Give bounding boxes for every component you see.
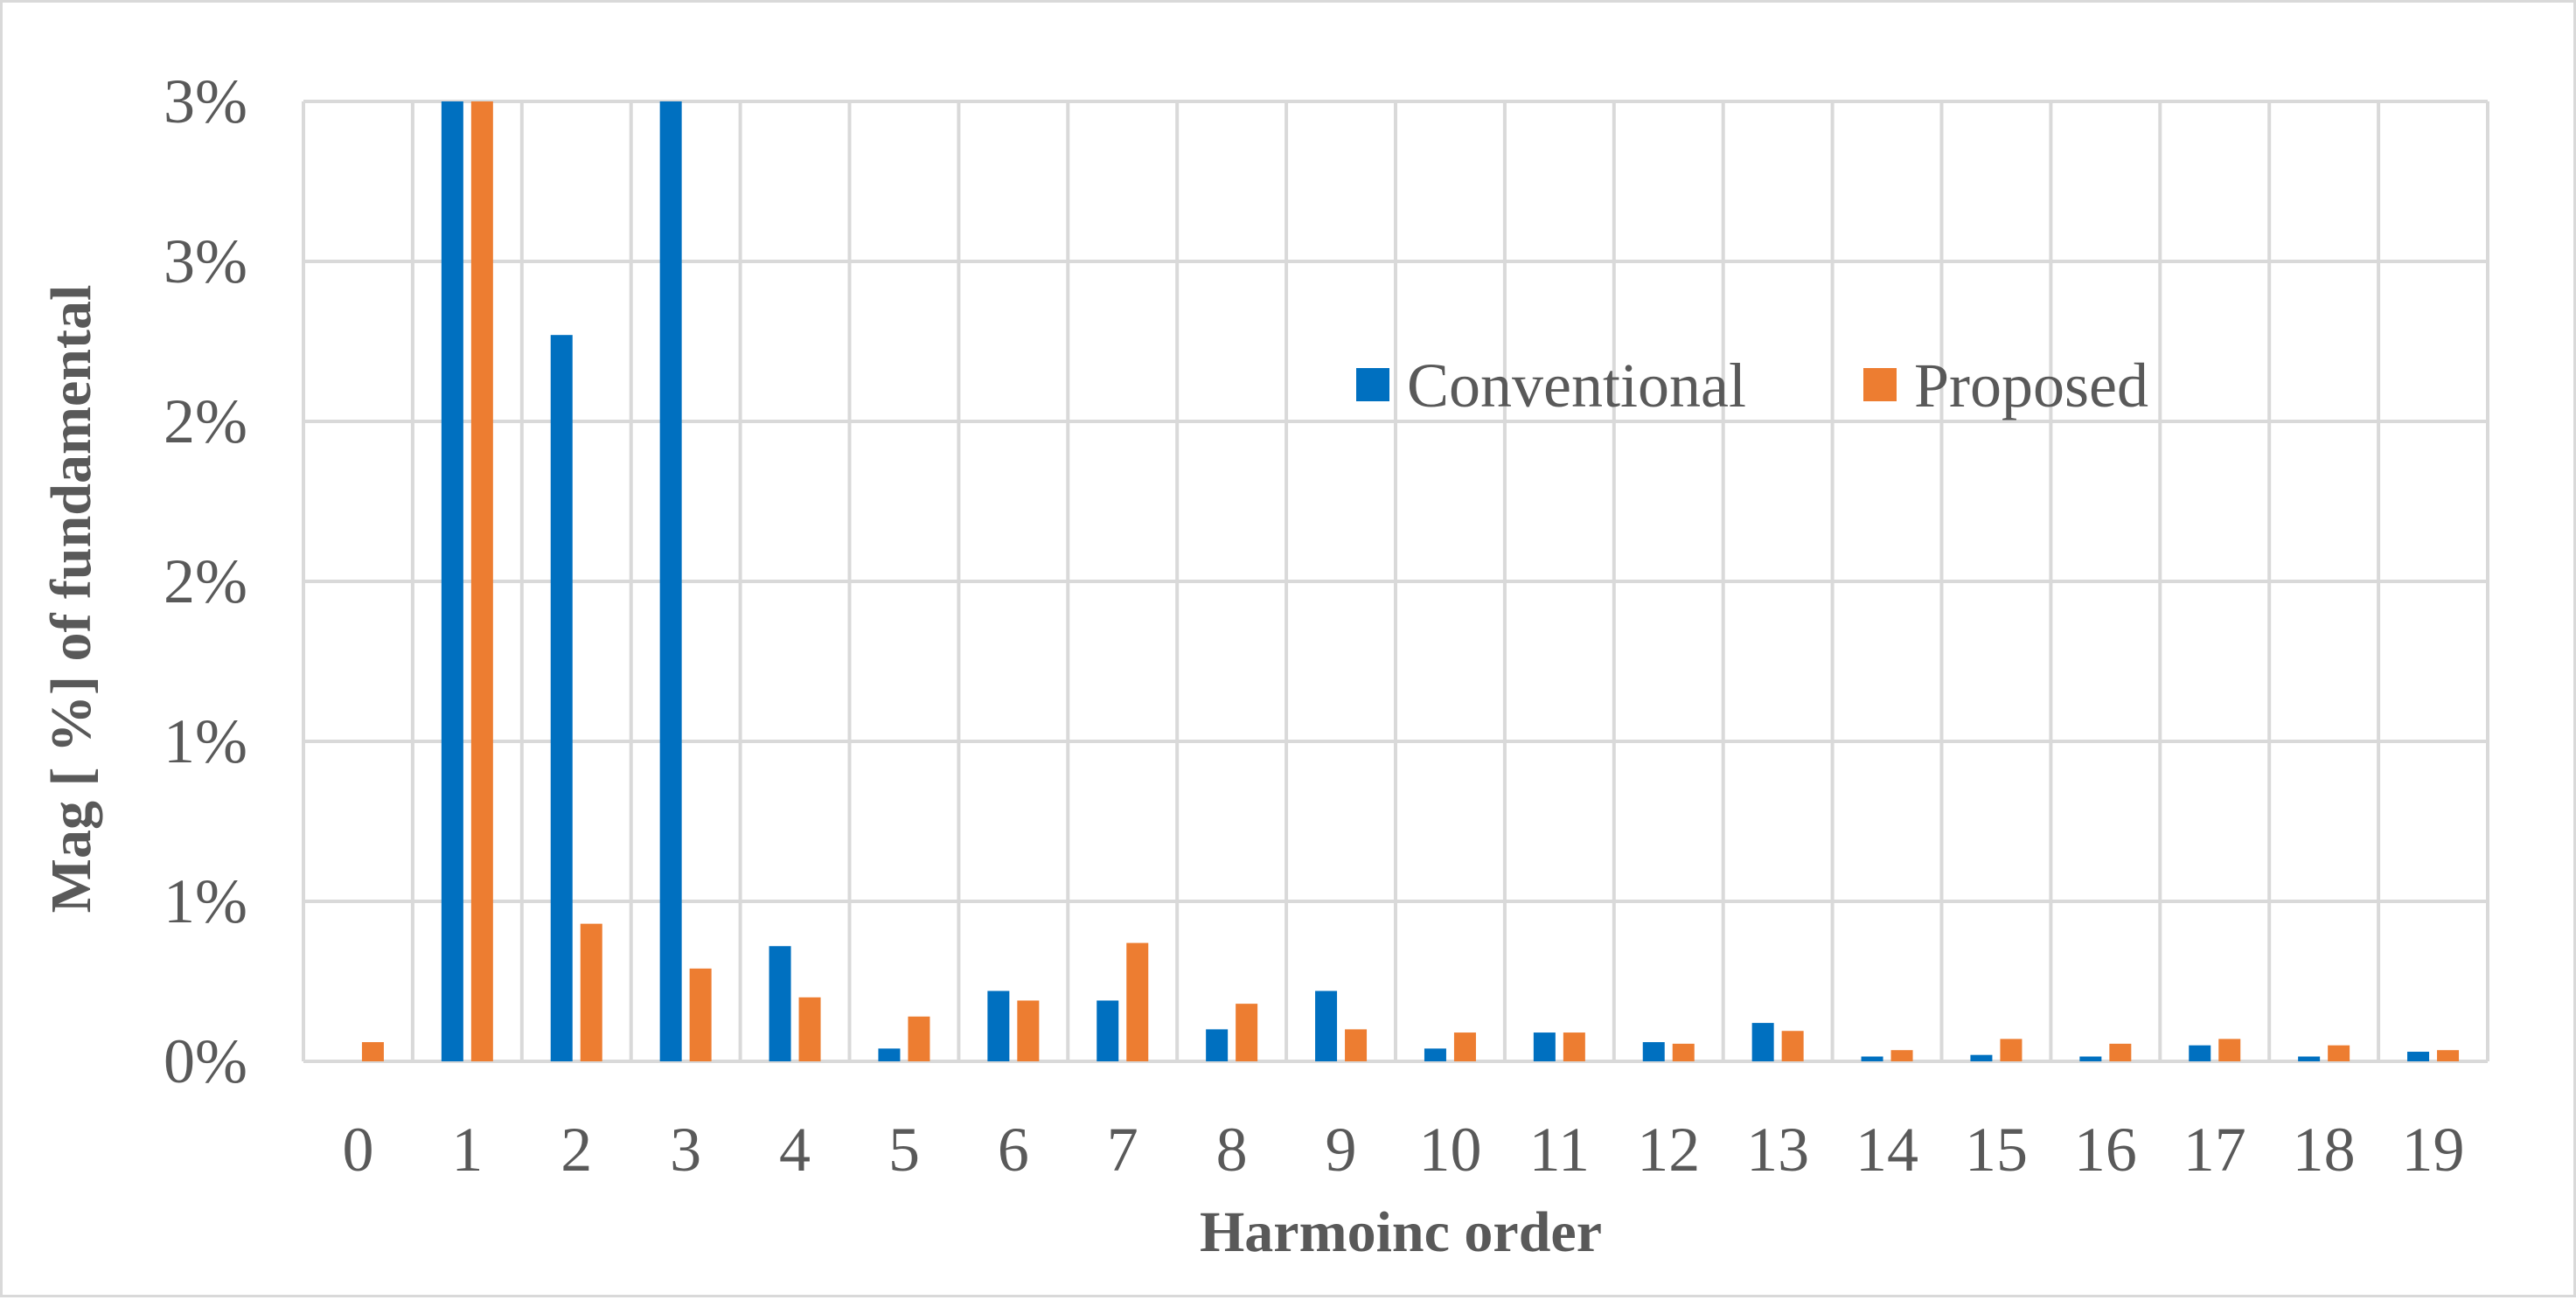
x-tick-label-14: 14: [1855, 1115, 1918, 1185]
y-tick-label: 2%: [164, 386, 247, 456]
x-tick-label-6: 6: [998, 1115, 1029, 1185]
bar-conventional-18: [2298, 1056, 2321, 1061]
bar-proposed-7: [1126, 942, 1149, 1061]
bar-conventional-11: [1533, 1032, 1556, 1061]
y-tick-label: 1%: [164, 866, 247, 936]
bar-conventional-19: [2407, 1052, 2430, 1061]
legend-label-proposed: Proposed: [1914, 351, 2148, 421]
bar-conventional-8: [1206, 1029, 1229, 1061]
x-tick-label-17: 17: [2183, 1115, 2246, 1185]
bar-proposed-17: [2218, 1039, 2241, 1061]
x-axis-title: Harmoinc order: [1200, 1200, 1602, 1264]
x-tick-label-0: 0: [342, 1115, 373, 1185]
x-tick-label-8: 8: [1216, 1115, 1248, 1185]
legend-label-conventional: Conventional: [1407, 351, 1746, 421]
x-tick-label-4: 4: [779, 1115, 811, 1185]
bar-proposed-12: [1672, 1043, 1695, 1061]
bar-proposed-1: [470, 101, 493, 1061]
bar-proposed-2: [580, 923, 602, 1061]
x-tick-label-11: 11: [1529, 1115, 1590, 1185]
bar-proposed-11: [1563, 1032, 1585, 1061]
y-tick-label: 0%: [164, 1026, 247, 1096]
grid-lines: [302, 100, 2489, 1063]
bar-conventional-17: [2189, 1045, 2211, 1061]
bar-conventional-16: [2079, 1056, 2102, 1061]
y-tick-label: 1%: [164, 706, 247, 776]
bar-conventional-1: [441, 101, 463, 1061]
x-tick-label-19: 19: [2402, 1115, 2465, 1185]
x-tick-label-2: 2: [560, 1115, 592, 1185]
y-tick-label: 2%: [164, 546, 247, 616]
x-tick-labels: 0 1 2 3 4 5 6 7 8 9 10 11 12 13 14 15 16 17 18 19: [342, 1115, 2464, 1185]
bar-conventional-7: [1097, 1000, 1119, 1061]
bar-proposed-6: [1017, 1000, 1040, 1061]
bar-conventional-6: [987, 991, 1010, 1061]
bar-conventional-13: [1751, 1023, 1774, 1061]
bar-conventional-14: [1861, 1056, 1883, 1061]
x-tick-label-1: 1: [451, 1115, 483, 1185]
x-tick-label-16: 16: [2074, 1115, 2137, 1185]
y-tick-label: 3%: [164, 66, 247, 136]
x-tick-label-3: 3: [670, 1115, 701, 1185]
bar-proposed-3: [689, 968, 712, 1061]
bar-conventional-9: [1315, 991, 1338, 1061]
y-axis-title: Mag [ %] of fundamental: [39, 285, 103, 914]
bar-conventional-5: [878, 1048, 901, 1061]
bar-chart: 0%1%1%2%2%3%3% 0 1 2 3 4 5 6 7 8 9 10 11 12 13 14 15 16 1…: [39, 66, 2489, 1264]
legend: Conventional Proposed: [1356, 351, 2148, 421]
bar-conventional-12: [1642, 1042, 1665, 1061]
bar-proposed-14: [1890, 1050, 1913, 1061]
legend-swatch-proposed: [1863, 368, 1897, 401]
bar-proposed-5: [908, 1016, 930, 1061]
bars: [361, 101, 2460, 1061]
y-tick-labels: 0% 1% 1% 2% 2% 3% 3%: [164, 66, 247, 1096]
y-tick-label: 3%: [164, 226, 247, 296]
bar-conventional-10: [1424, 1048, 1446, 1061]
x-tick-label-9: 9: [1326, 1115, 1357, 1185]
bar-conventional-3: [659, 101, 682, 1061]
bar-proposed-0: [361, 1042, 384, 1061]
bar-proposed-9: [1345, 1029, 1368, 1061]
bar-proposed-13: [1781, 1031, 1804, 1061]
bar-proposed-18: [2328, 1045, 2350, 1061]
bar-conventional-4: [769, 946, 791, 1061]
bar-conventional-2: [550, 335, 573, 1061]
x-tick-label-15: 15: [1965, 1115, 2028, 1185]
bar-proposed-4: [798, 997, 821, 1061]
x-tick-label-13: 13: [1746, 1115, 1809, 1185]
x-tick-label-12: 12: [1637, 1115, 1700, 1185]
x-tick-label-5: 5: [888, 1115, 920, 1185]
bar-proposed-19: [2437, 1050, 2460, 1061]
bar-proposed-16: [2109, 1043, 2132, 1061]
bar-conventional-15: [1970, 1054, 1993, 1061]
bar-proposed-15: [2000, 1039, 2023, 1061]
x-tick-label-7: 7: [1107, 1115, 1138, 1185]
legend-swatch-conventional: [1356, 368, 1389, 401]
bar-proposed-8: [1236, 1004, 1258, 1061]
x-tick-label-10: 10: [1418, 1115, 1481, 1185]
bar-proposed-10: [1453, 1032, 1476, 1061]
x-tick-label-18: 18: [2293, 1115, 2356, 1185]
